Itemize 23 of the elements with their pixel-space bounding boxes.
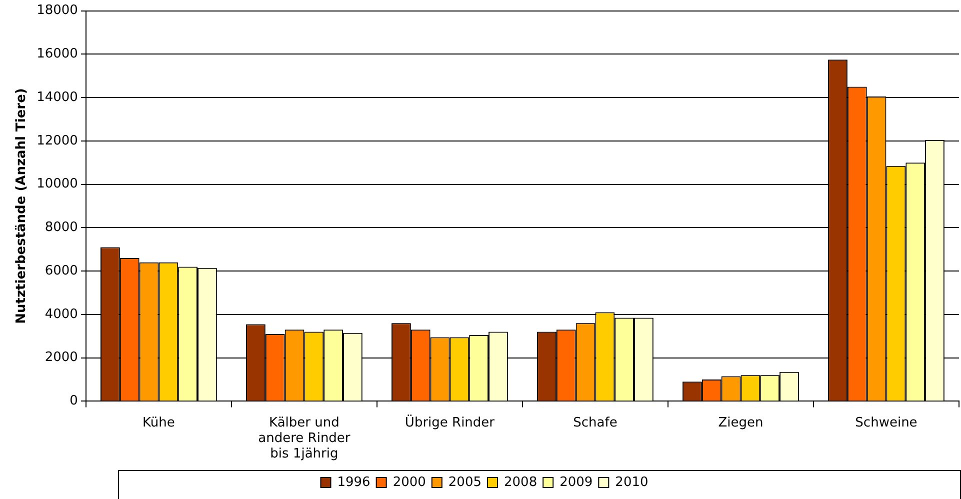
y-tick-label: 8000: [44, 220, 78, 236]
legend-label: 2000: [392, 474, 426, 490]
y-tick-label: 16000: [36, 46, 78, 62]
x-tick-label: Ziegen: [718, 415, 764, 430]
y-tick-label: 12000: [36, 133, 78, 148]
y-tick-label: 4000: [44, 306, 78, 322]
y-tick-label: 18000: [36, 3, 78, 18]
legend-label: 1996: [337, 474, 370, 490]
x-tick-label: Übrige Rinder: [404, 414, 496, 430]
y-tick-label: 2000: [44, 350, 78, 366]
y-tick-label: 14000: [36, 90, 78, 105]
legend-label: 2010: [615, 474, 648, 490]
legend-label: 2005: [448, 474, 482, 490]
y-axis-title: Nutztierbestände (Anzahl Tiere): [14, 88, 30, 324]
legend-label: 2008: [504, 474, 538, 490]
x-tick-label: Schafe: [573, 415, 618, 430]
legend-label: 2009: [560, 474, 593, 490]
y-tick-label: 0: [70, 394, 78, 409]
x-tick-label: Kühe: [142, 415, 175, 430]
x-tick-label: Schweine: [855, 415, 918, 430]
y-tick-label: 6000: [44, 263, 78, 278]
x-tick-label: Kälber und andere Rinder bis 1jährig: [258, 415, 351, 462]
y-tick-label: 10000: [36, 176, 78, 192]
